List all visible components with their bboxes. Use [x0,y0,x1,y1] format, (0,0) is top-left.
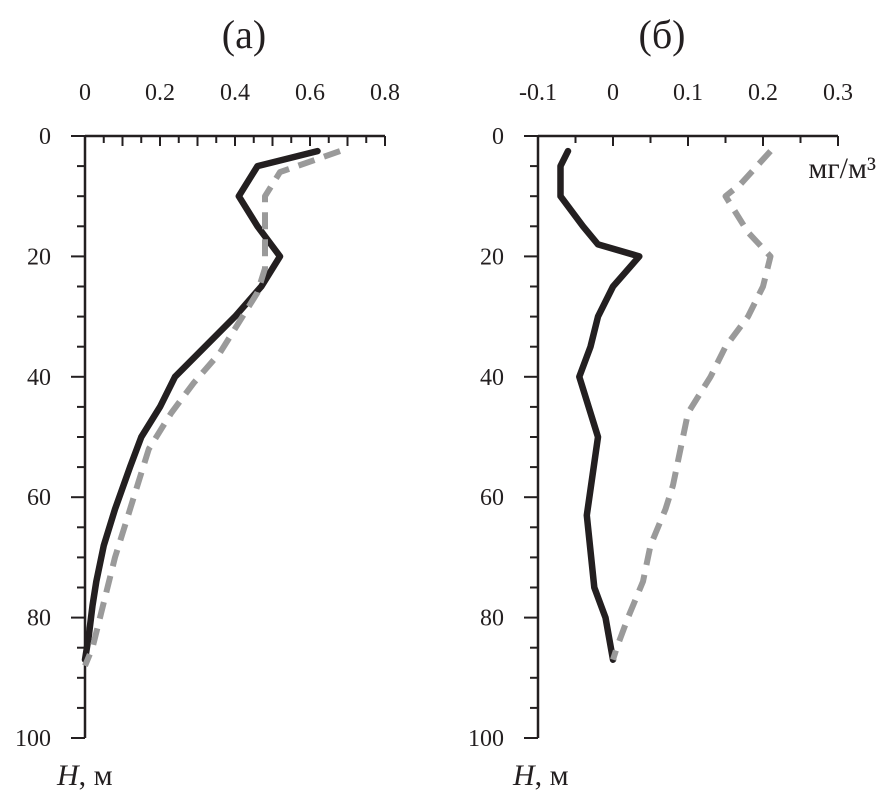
x-tick-label: 0 [607,80,619,106]
y-tick-label: 0 [492,124,504,150]
unit-label: мг/м³ [808,152,876,185]
y-axis-title: H, м [56,759,113,792]
panel-label: (б) [639,12,686,57]
panel-label: (а) [222,12,266,57]
y-axis-title: H, м [512,759,569,792]
series-line-solid [557,147,643,663]
panel-a: (а) 0 0.2 0.4 0.6 0.8 0 20 40 60 80 100 H, м [15,12,400,792]
series-line-dashed [82,148,341,667]
y-tick-label: 20 [480,244,504,270]
y-tick-label: 100 [468,726,504,752]
y-tick-label: 100 [15,726,51,752]
x-tick-label: 0.3 [823,80,853,106]
y-tick-label: 20 [27,244,51,270]
y-tick-label: 80 [27,606,51,632]
x-tick-label: 0.2 [145,80,175,106]
series-line-solid [81,147,321,663]
x-tick-label: 0.2 [748,80,778,106]
x-tick-label: -0.1 [519,80,557,106]
x-tick-label: 0.4 [220,80,250,106]
x-tick-label: 0.8 [370,80,400,106]
y-tick-label: 60 [27,485,51,511]
y-tick-label: 80 [480,606,504,632]
y-tick-label: 60 [480,485,504,511]
x-tick-label: 0.6 [295,80,325,106]
x-tick-label: 0 [79,80,91,106]
y-tick-label: 40 [480,365,504,391]
x-tick-label: 0.1 [673,80,703,106]
series-layer [557,147,774,663]
y-axis-unit: , м [535,759,569,792]
series-line-dashed [610,149,774,661]
axes: 0 0.2 0.4 0.6 0.8 0 20 40 60 80 100 [15,80,400,752]
axes: -0.1 0 0.1 0.2 0.3 0 20 40 60 80 100 [468,80,853,752]
y-axis-var: H [56,759,81,792]
y-tick-label: 0 [39,124,51,150]
series-layer [81,147,341,667]
panel-b: (б) -0.1 0 0.1 0.2 0.3 0 20 40 60 80 100 H, м мг/м… [468,12,876,792]
y-axis-unit: , м [79,759,113,792]
y-axis-var: H [512,759,537,792]
y-tick-label: 40 [27,365,51,391]
